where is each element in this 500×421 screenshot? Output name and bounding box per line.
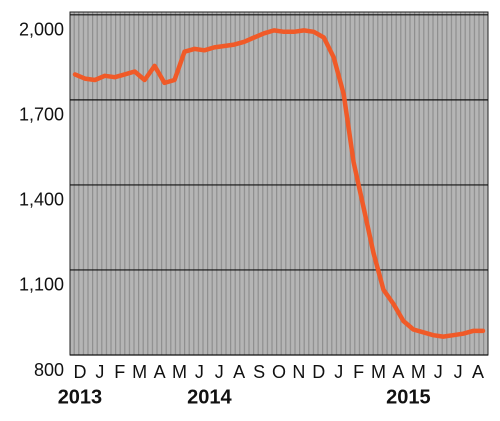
- x-tick-label: F: [114, 362, 125, 382]
- x-tick-label: J: [215, 362, 224, 382]
- y-tick-label: 800: [34, 360, 64, 380]
- x-tick-label: D: [73, 362, 86, 382]
- y-tick-label: 1,100: [19, 275, 64, 295]
- data-line: [72, 28, 486, 339]
- x-tick-label: A: [392, 362, 404, 382]
- x-tick-label: S: [253, 362, 265, 382]
- year-label: 2013: [58, 386, 103, 408]
- y-tick-label: 1,700: [19, 105, 64, 125]
- year-label: 2015: [386, 386, 431, 408]
- x-tick-label: J: [334, 362, 343, 382]
- x-tick-label: D: [312, 362, 325, 382]
- year-label: 2014: [187, 386, 232, 408]
- y-tick-label: 1,400: [19, 190, 64, 210]
- y-tick-label: 2,000: [19, 20, 64, 40]
- x-tick-label: O: [272, 362, 286, 382]
- x-tick-label: M: [411, 362, 426, 382]
- x-tick-label: A: [472, 362, 484, 382]
- x-tick-label: J: [95, 362, 104, 382]
- x-tick-label: F: [353, 362, 364, 382]
- plot-stripes: [70, 12, 488, 355]
- x-tick-label: N: [292, 362, 305, 382]
- x-tick-label: A: [154, 362, 166, 382]
- x-tick-label: J: [454, 362, 463, 382]
- x-tick-label: A: [233, 362, 245, 382]
- x-tick-label: M: [172, 362, 187, 382]
- x-tick-label: J: [195, 362, 204, 382]
- x-tick-label: J: [434, 362, 443, 382]
- x-tick-label: M: [132, 362, 147, 382]
- x-tick-label: M: [371, 362, 386, 382]
